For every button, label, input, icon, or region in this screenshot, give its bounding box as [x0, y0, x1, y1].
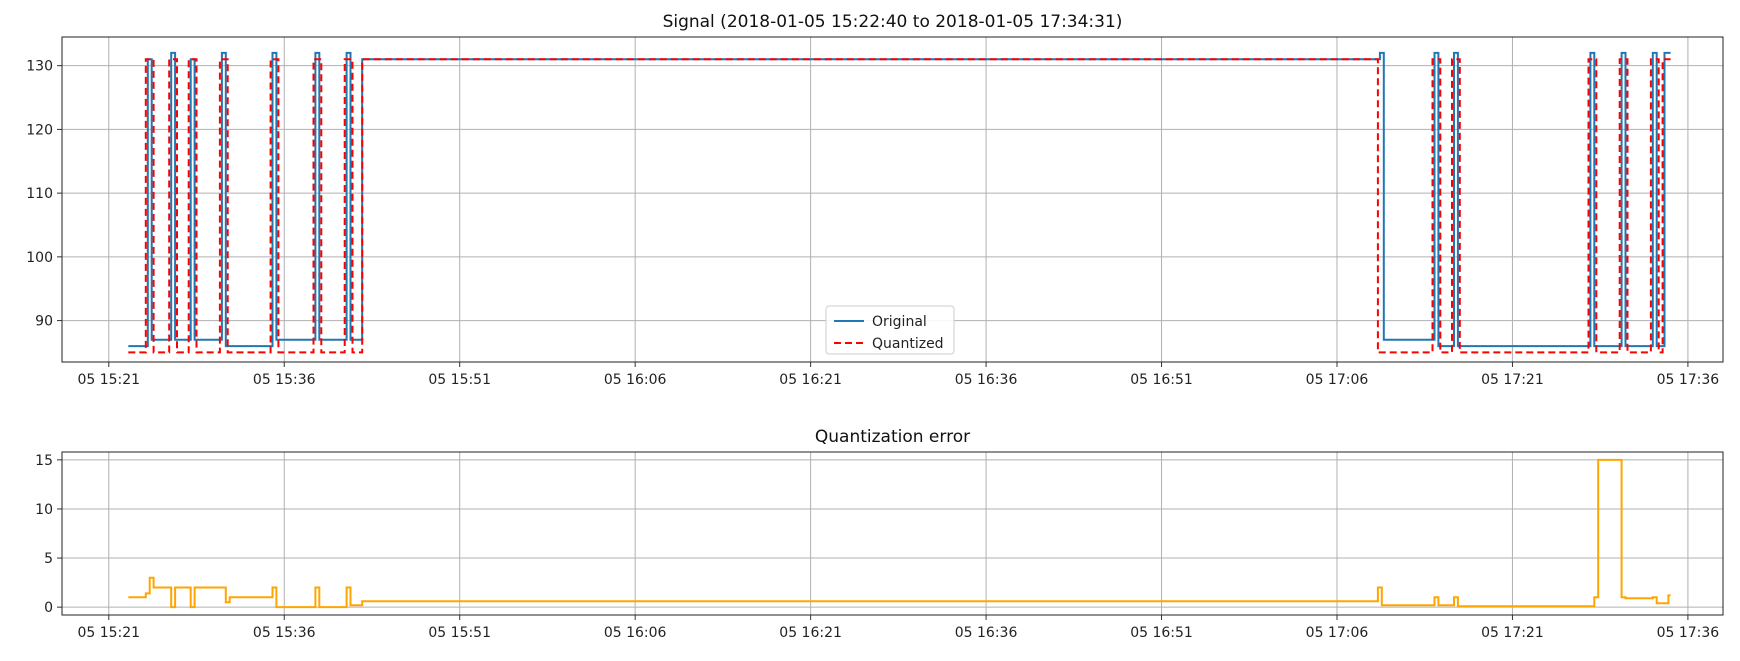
signal-chart-title: Signal (2018-01-05 15:22:40 to 2018-01-0…	[663, 12, 1123, 32]
signal-x-tick-label: 05 16:51	[1130, 372, 1193, 388]
error-y-tick-label: 0	[44, 600, 53, 616]
original-series-line	[128, 51, 1671, 348]
error-x-tick-label: 05 15:36	[253, 625, 316, 641]
signal-x-tick-label: 05 16:06	[604, 372, 667, 388]
signal-x-tick-label: 05 17:36	[1657, 372, 1720, 388]
signal-y-tick-label: 120	[26, 122, 53, 138]
error-series-line	[128, 458, 1671, 609]
signal-x-ticks: 05 15:21 05 15:36 05 15:51 05 16:06 05 16:21…	[77, 362, 1719, 388]
signal-y-tick-label: 110	[26, 186, 53, 202]
quantization-error-chart: Quantization error 05 15:21 05 15:36 05 15…	[35, 427, 1724, 641]
error-y-tick-label: 15	[35, 453, 53, 469]
error-x-tick-label: 05 16:36	[955, 625, 1018, 641]
signal-plot-frame	[61, 36, 1724, 363]
error-x-tick-label: 05 15:51	[428, 625, 491, 641]
error-x-tick-label: 05 17:21	[1481, 625, 1544, 641]
signal-y-tick-label: 90	[35, 314, 53, 330]
legend-label-original: Original	[872, 314, 927, 330]
signal-y-tick-label: 100	[26, 250, 53, 266]
signal-chart: Signal (2018-01-05 15:22:40 to 2018-01-0…	[26, 12, 1724, 388]
signal-grid	[62, 37, 1723, 362]
signal-x-tick-label: 05 15:21	[77, 372, 140, 388]
error-x-tick-label: 05 17:06	[1306, 625, 1369, 641]
error-x-tick-label: 05 17:36	[1657, 625, 1720, 641]
error-y-ticks: 0 5 10 15	[35, 453, 62, 616]
signal-x-tick-label: 05 15:51	[428, 372, 491, 388]
signal-x-tick-label: 05 17:21	[1481, 372, 1544, 388]
signal-x-tick-label: 05 16:21	[779, 372, 842, 388]
error-x-ticks: 05 15:21 05 15:36 05 15:51 05 16:06 05 16:21…	[77, 615, 1719, 641]
error-grid	[62, 452, 1723, 615]
error-y-tick-label: 5	[44, 551, 53, 567]
signal-x-tick-label: 05 17:06	[1306, 372, 1369, 388]
signal-y-tick-label: 130	[26, 59, 53, 75]
error-x-tick-label: 05 16:06	[604, 625, 667, 641]
error-x-tick-label: 05 15:21	[77, 625, 140, 641]
legend-label-quantized: Quantized	[872, 336, 944, 352]
error-y-tick-label: 10	[35, 502, 53, 518]
error-x-tick-label: 05 16:21	[779, 625, 842, 641]
error-chart-title: Quantization error	[815, 427, 970, 447]
signal-y-ticks: 90 100 110 120 130	[26, 59, 62, 330]
signal-x-tick-label: 05 15:36	[253, 372, 316, 388]
error-x-tick-label: 05 16:51	[1130, 625, 1193, 641]
signal-x-tick-label: 05 16:36	[955, 372, 1018, 388]
legend: Original Quantized	[825, 305, 955, 355]
error-plot-frame	[61, 451, 1724, 616]
quantized-series-line	[128, 58, 1671, 354]
